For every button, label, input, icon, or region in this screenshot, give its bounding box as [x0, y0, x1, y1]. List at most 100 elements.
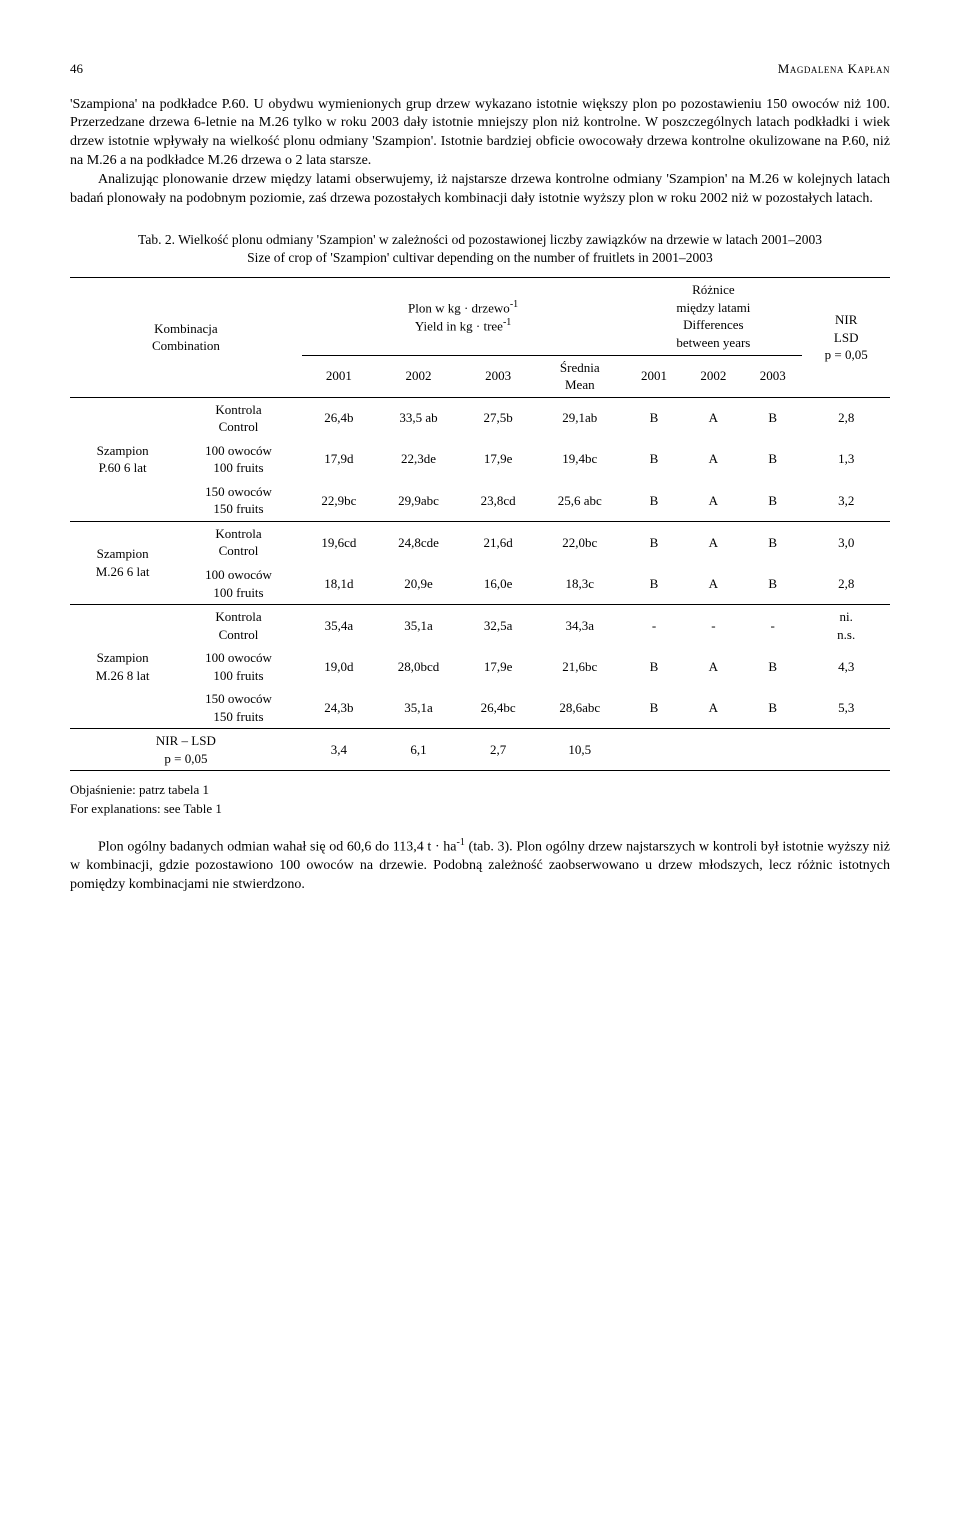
cell: 23,8cd [461, 480, 535, 522]
col-2002a: 2002 [376, 355, 461, 397]
cell: 32,5a [461, 605, 535, 647]
cell: A [684, 480, 743, 522]
cell: 22,9bc [302, 480, 376, 522]
col-2003a: 2003 [461, 355, 535, 397]
note-pl: Objaśnienie: patrz tabela 1 [70, 782, 209, 797]
lsd-v1: 6,1 [376, 729, 461, 771]
cell: B [624, 646, 683, 687]
cell: A [684, 563, 743, 605]
author-name: Magdalena Kapłan [778, 60, 890, 78]
cell: 24,3b [302, 687, 376, 729]
lsd-blank [624, 729, 890, 771]
cell: 27,5b [461, 397, 535, 439]
cell: A [684, 397, 743, 439]
treatment-label: KontrolaControl [175, 605, 302, 647]
table-caption: Tab. 2. Wielkość plonu odmiany 'Szampion… [70, 231, 890, 267]
lsd-v3: 10,5 [535, 729, 624, 771]
cell: 35,1a [376, 605, 461, 647]
cell: 18,3c [535, 563, 624, 605]
cell: 22,3de [376, 439, 461, 480]
cell: 29,1ab [535, 397, 624, 439]
cell: A [684, 687, 743, 729]
cell: 28,6abc [535, 687, 624, 729]
col-combination: Kombinacja Combination [70, 278, 302, 397]
table-row: 100 owoców100 fruits18,1d20,9e16,0e18,3c… [70, 563, 890, 605]
data-table: Kombinacja Combination Plon w kg · drzew… [70, 277, 890, 771]
cell: B [624, 563, 683, 605]
col-2002b: 2002 [684, 355, 743, 397]
cell: 24,8cde [376, 521, 461, 563]
cell: 19,6cd [302, 521, 376, 563]
note-en: For explanations: see Table 1 [70, 801, 222, 816]
col-diff: Różnice między latami Differences betwee… [624, 278, 802, 355]
col-2001b: 2001 [624, 355, 683, 397]
cell: - [624, 605, 683, 647]
cell: 1,3 [802, 439, 890, 480]
cell: 5,3 [802, 687, 890, 729]
cell: 26,4b [302, 397, 376, 439]
cell: 26,4bc [461, 687, 535, 729]
paragraph-2: Analizując plonowanie drzew między latam… [70, 171, 890, 209]
cell: A [684, 439, 743, 480]
cell: 19,4bc [535, 439, 624, 480]
cell: B [624, 397, 683, 439]
cell: A [684, 646, 743, 687]
col-2001a: 2001 [302, 355, 376, 397]
cell: B [743, 480, 802, 522]
cell: B [743, 563, 802, 605]
group-label: SzampionM.26 6 lat [70, 521, 175, 604]
table-row: 100 owoców100 fruits19,0d28,0bcd17,9e21,… [70, 646, 890, 687]
treatment-label: 100 owoców100 fruits [175, 563, 302, 605]
cell: 2,8 [802, 397, 890, 439]
cell: 28,0bcd [376, 646, 461, 687]
cell: B [624, 480, 683, 522]
page-header: 46 Magdalena Kapłan [70, 60, 890, 78]
cell: B [743, 646, 802, 687]
page-number: 46 [70, 60, 83, 78]
cell: B [624, 439, 683, 480]
cell: - [684, 605, 743, 647]
cell: 4,3 [802, 646, 890, 687]
lsd-v0: 3,4 [302, 729, 376, 771]
table-row: 100 owoców100 fruits17,9d22,3de17,9e19,4… [70, 439, 890, 480]
cell: A [684, 521, 743, 563]
treatment-label: 100 owoców100 fruits [175, 646, 302, 687]
cell: B [743, 687, 802, 729]
cell: 33,5 ab [376, 397, 461, 439]
cell: ni.n.s. [802, 605, 890, 647]
col-2003b: 2003 [743, 355, 802, 397]
cell: 25,6 abc [535, 480, 624, 522]
paragraph-3: Plon ogólny badanych odmian wahał się od… [70, 836, 890, 895]
cell: B [743, 397, 802, 439]
cell: B [743, 521, 802, 563]
lsd-v2: 2,7 [461, 729, 535, 771]
cell: B [743, 439, 802, 480]
cell: 17,9d [302, 439, 376, 480]
cell: - [743, 605, 802, 647]
table-row: 150 owoców150 fruits24,3b35,1a26,4bc28,6… [70, 687, 890, 729]
caption-pl: Tab. 2. Wielkość plonu odmiany 'Szampion… [138, 232, 822, 247]
col-mean: Średnia Mean [535, 355, 624, 397]
cell: 21,6bc [535, 646, 624, 687]
cell: B [624, 521, 683, 563]
lsd-label: NIR – LSD p = 0,05 [70, 729, 302, 771]
cell: 35,4a [302, 605, 376, 647]
cell: 29,9abc [376, 480, 461, 522]
caption-en: Size of crop of 'Szampion' cultivar depe… [247, 250, 713, 265]
table-row: SzampionM.26 8 latKontrolaControl35,4a35… [70, 605, 890, 647]
treatment-label: KontrolaControl [175, 521, 302, 563]
cell: 17,9e [461, 439, 535, 480]
cell: 17,9e [461, 646, 535, 687]
table-row: SzampionP.60 6 latKontrolaControl26,4b33… [70, 397, 890, 439]
cell: 34,3a [535, 605, 624, 647]
treatment-label: 100 owoców100 fruits [175, 439, 302, 480]
cell: 3,0 [802, 521, 890, 563]
cell: 18,1d [302, 563, 376, 605]
cell: 20,9e [376, 563, 461, 605]
cell: 16,0e [461, 563, 535, 605]
treatment-label: KontrolaControl [175, 397, 302, 439]
table-row: SzampionM.26 6 latKontrolaControl19,6cd2… [70, 521, 890, 563]
cell: 35,1a [376, 687, 461, 729]
cell: 21,6d [461, 521, 535, 563]
treatment-label: 150 owoców150 fruits [175, 480, 302, 522]
